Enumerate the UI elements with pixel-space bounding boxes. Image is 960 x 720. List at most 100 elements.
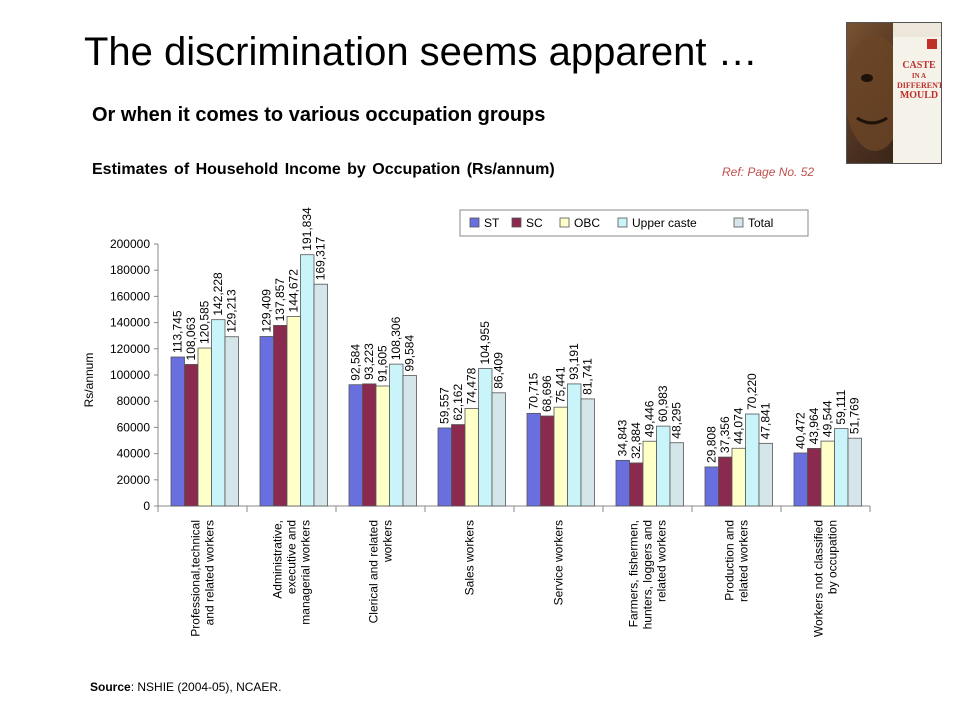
data-label: 91,605 [376, 345, 390, 382]
bar [197, 347, 212, 507]
bar [259, 336, 274, 507]
bar [211, 319, 226, 507]
x-category-label: executive and [285, 520, 299, 594]
bar [464, 408, 479, 507]
bar [580, 398, 595, 507]
x-category-label: hunters, loggers and [641, 520, 655, 629]
data-label: 34,843 [616, 419, 630, 456]
data-label: 59,557 [438, 387, 452, 424]
legend-label: ST [484, 216, 500, 230]
bar [807, 448, 822, 507]
bar [642, 440, 657, 507]
data-label: 92,584 [349, 344, 363, 381]
bar [540, 415, 555, 507]
bar [553, 406, 568, 507]
source-text: : NSHIE (2004-05), NCAER. [130, 680, 282, 694]
bar [286, 316, 301, 507]
legend-label: Total [748, 216, 773, 230]
reference-note: Ref: Page No. 52 [722, 165, 815, 179]
legend-swatch [559, 217, 570, 228]
data-label: 81,741 [581, 358, 595, 395]
y-axis-title: Rs/annum [82, 353, 96, 408]
y-tick-label: 140000 [110, 316, 150, 330]
book-title-line: IN A [911, 72, 927, 80]
bar [731, 447, 746, 507]
bar [437, 427, 452, 507]
legend-label: Upper caste [632, 216, 697, 230]
data-label: 70,220 [745, 373, 759, 410]
y-tick-label: 80000 [117, 394, 151, 408]
data-label: 49,544 [821, 400, 835, 437]
legend-swatch [511, 217, 522, 228]
data-label: 75,441 [554, 366, 568, 403]
data-label: 108,063 [184, 317, 198, 361]
y-tick-label: 20000 [117, 473, 151, 487]
bar [615, 459, 630, 507]
x-category-label: Service workers [552, 520, 566, 605]
data-label: 108,306 [389, 316, 403, 360]
x-category-label: Clerical and related [367, 520, 381, 623]
x-category-label: and related workers [203, 520, 217, 625]
bar [758, 442, 773, 507]
book-title-line: DIFFERENT [897, 81, 942, 90]
data-label: 86,409 [492, 352, 506, 389]
bar [224, 336, 239, 507]
bar [820, 440, 835, 507]
source-note: Source: NSHIE (2004-05), NCAER. [90, 680, 281, 694]
bar [300, 254, 315, 507]
data-label: 43,964 [807, 407, 821, 444]
data-label: 142,228 [211, 272, 225, 316]
book-cover-image: CASTE IN A DIFFERENT MOULD [846, 22, 942, 164]
x-category-label: Farmers, fishermen, [627, 520, 641, 627]
bar [348, 384, 363, 507]
x-category-label: related workers [655, 520, 669, 602]
data-label: 93,223 [362, 343, 376, 380]
data-label: 48,295 [670, 402, 684, 439]
y-tick-label: 160000 [110, 289, 150, 303]
x-category-label: Administrative, [271, 520, 285, 599]
bar [847, 437, 862, 507]
x-category-label: Sales workers [463, 520, 477, 595]
bar [273, 325, 288, 507]
bar [491, 392, 506, 507]
data-label: 62,162 [451, 384, 465, 421]
legend-label: OBC [574, 216, 600, 230]
bar [704, 466, 719, 507]
legend-swatch [617, 217, 628, 228]
data-label: 191,834 [300, 207, 314, 251]
chart-title: Estimates of Household Income by Occupat… [92, 161, 555, 178]
bar [170, 356, 185, 507]
bar [745, 413, 760, 507]
book-title-line: MOULD [899, 90, 939, 101]
legend-swatch [733, 217, 744, 228]
bar [793, 452, 808, 507]
x-category-label: Production and [723, 520, 737, 601]
bar [656, 425, 671, 507]
x-category-label: managerial workers [299, 520, 313, 625]
data-label: 68,696 [540, 375, 554, 412]
data-label: 120,585 [198, 300, 212, 344]
data-label: 37,356 [718, 416, 732, 453]
y-tick-label: 180000 [110, 263, 150, 277]
bar [526, 412, 541, 507]
legend-label: SC [526, 216, 543, 230]
y-tick-label: 120000 [110, 342, 150, 356]
x-category-label: Professional,technical [189, 520, 203, 637]
bar [362, 383, 377, 507]
bar [718, 456, 733, 507]
y-tick-label: 60000 [117, 420, 151, 434]
source-label: Source [90, 680, 131, 694]
legend-swatch [469, 217, 480, 228]
data-label: 74,478 [465, 367, 479, 404]
data-label: 40,472 [794, 412, 808, 449]
bar [402, 375, 417, 507]
slide-subtitle: Or when it comes to various occupation g… [92, 104, 546, 126]
data-label: 137,857 [273, 278, 287, 322]
y-tick-label: 200000 [110, 237, 150, 251]
data-label: 144,672 [287, 269, 301, 313]
y-tick-label: 100000 [110, 368, 150, 382]
bar [313, 283, 328, 507]
bar [184, 364, 199, 507]
book-cover-art [847, 23, 941, 163]
